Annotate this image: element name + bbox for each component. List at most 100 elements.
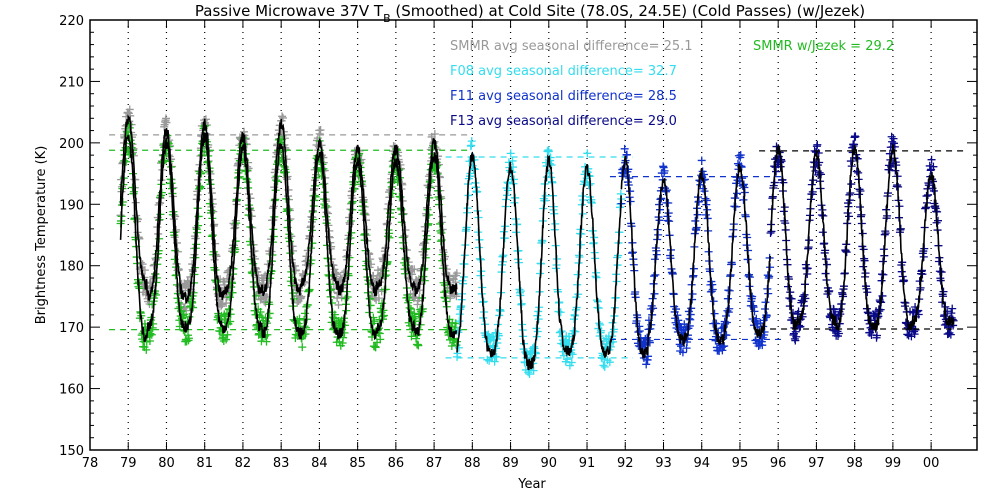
- x-tick-label: 81: [196, 456, 213, 471]
- data-point-f11: [652, 250, 661, 259]
- data-point-f13: [863, 288, 872, 297]
- x-tick-label: 87: [426, 456, 443, 471]
- x-tick-label: 00: [923, 456, 940, 471]
- data-point-smmr: [186, 272, 195, 281]
- x-tick-label: 94: [693, 456, 710, 471]
- x-tick-label: 96: [770, 456, 787, 471]
- data-point-f13: [803, 264, 812, 273]
- data-point-smmr-w-jezek: [289, 289, 298, 298]
- data-point-f11: [718, 346, 727, 355]
- x-tick-label: 88: [464, 456, 481, 471]
- data-point-f08: [544, 147, 553, 156]
- data-point-smmr: [334, 300, 343, 309]
- data-point-f08: [563, 355, 572, 364]
- data-point-f11: [645, 338, 654, 347]
- legend-smmr: SMMR avg seasonal difference= 25.1: [450, 39, 693, 54]
- data-point-f13: [813, 140, 822, 149]
- data-point-f13: [878, 291, 887, 300]
- data-point-f11: [701, 210, 710, 219]
- data-point-f11: [678, 348, 687, 357]
- data-point-smmr-w-jezek: [225, 293, 234, 302]
- data-point-f11: [691, 216, 700, 225]
- data-point-f13: [872, 331, 881, 340]
- data-point-f13: [801, 294, 810, 303]
- data-point-smmr-w-jezek: [265, 309, 274, 318]
- x-tick-label: 83: [273, 456, 290, 471]
- x-tick-label: 89: [502, 456, 519, 471]
- data-point-smmr-w-jezek: [145, 336, 154, 345]
- data-point-smmr: [185, 279, 194, 288]
- legend-f11: F11 avg seasonal difference= 28.5: [450, 89, 677, 104]
- y-axis-label: Brightness Temperature (K): [34, 146, 49, 325]
- legend-smmr-jezek: SMMR w/Jezek = 29.2: [753, 39, 894, 54]
- data-point-smmr: [258, 276, 267, 285]
- data-point-f08: [599, 361, 608, 370]
- legend-f08: F08 avg seasonal difference= 32.7: [450, 64, 677, 79]
- data-point-f08: [529, 366, 538, 375]
- data-point-f11: [688, 290, 697, 299]
- data-point-f08: [494, 331, 503, 340]
- x-tick-label: 79: [120, 456, 137, 471]
- data-point-smmr: [452, 269, 461, 278]
- x-tick-label: 98: [846, 456, 863, 471]
- data-point-smmr-w-jezek: [262, 337, 271, 346]
- data-point-f11: [710, 309, 719, 318]
- data-point-f13: [787, 294, 796, 303]
- data-point-smmr-w-jezek: [295, 314, 304, 323]
- data-point-f13: [900, 276, 909, 285]
- data-point-smmr: [291, 266, 300, 275]
- data-point-f08: [556, 328, 565, 337]
- data-point-smmr: [297, 292, 306, 301]
- y-tick-label: 200: [59, 137, 84, 152]
- data-point-f13: [911, 325, 920, 334]
- data-point-f08: [573, 270, 582, 279]
- data-point-f11: [733, 189, 742, 198]
- x-tick-label: 95: [732, 456, 749, 471]
- data-point-f11: [758, 341, 767, 350]
- data-point-smmr-w-jezek: [405, 296, 414, 305]
- data-point-f11: [620, 144, 629, 153]
- data-point-smmr: [278, 113, 287, 122]
- data-point-smmr-w-jezek: [290, 294, 299, 303]
- y-tick-label: 210: [59, 75, 84, 90]
- data-point-f08: [576, 240, 585, 249]
- data-point-f08: [455, 317, 464, 326]
- y-tick-label: 170: [59, 321, 84, 336]
- data-point-f08: [567, 358, 576, 367]
- data-point-f11: [749, 303, 758, 312]
- data-point-smmr: [278, 112, 287, 121]
- data-point-smmr: [374, 294, 383, 303]
- data-point-f08: [596, 320, 605, 329]
- x-tick-label: 85: [349, 456, 366, 471]
- data-point-f13: [910, 330, 919, 339]
- smoothed-line-smmr-w-jezek: [119, 132, 458, 343]
- data-point-f13: [929, 162, 938, 171]
- x-tick-label: 92: [617, 456, 634, 471]
- smoothed-line-f08: [456, 151, 622, 371]
- data-point-f13: [851, 132, 860, 141]
- data-point-f13: [897, 267, 906, 276]
- data-point-f11: [739, 195, 748, 204]
- data-point-f08: [597, 326, 606, 335]
- data-point-f11: [655, 216, 664, 225]
- data-point-f13: [925, 161, 934, 170]
- y-tick-label: 180: [59, 260, 84, 275]
- x-tick-label: 91: [579, 456, 596, 471]
- data-point-smmr-w-jezek: [251, 291, 260, 300]
- data-point-f11: [697, 156, 706, 165]
- data-point-f08: [541, 191, 550, 200]
- data-point-f11: [660, 166, 669, 175]
- x-tick-label: 93: [655, 456, 672, 471]
- data-point-smmr-w-jezek: [256, 308, 265, 317]
- data-point-smmr: [316, 125, 325, 134]
- smoothed-line-f13: [769, 144, 955, 334]
- data-point-smmr-w-jezek: [298, 343, 307, 352]
- data-point-smmr-w-jezek: [366, 301, 375, 310]
- data-point-f08: [609, 325, 618, 334]
- data-point-smmr-w-jezek: [414, 341, 423, 350]
- data-point-f13: [933, 207, 942, 216]
- data-point-f11: [720, 341, 729, 350]
- data-point-smmr-w-jezek: [379, 311, 388, 320]
- plot-frame: [89, 19, 978, 451]
- data-point-f13: [889, 139, 898, 148]
